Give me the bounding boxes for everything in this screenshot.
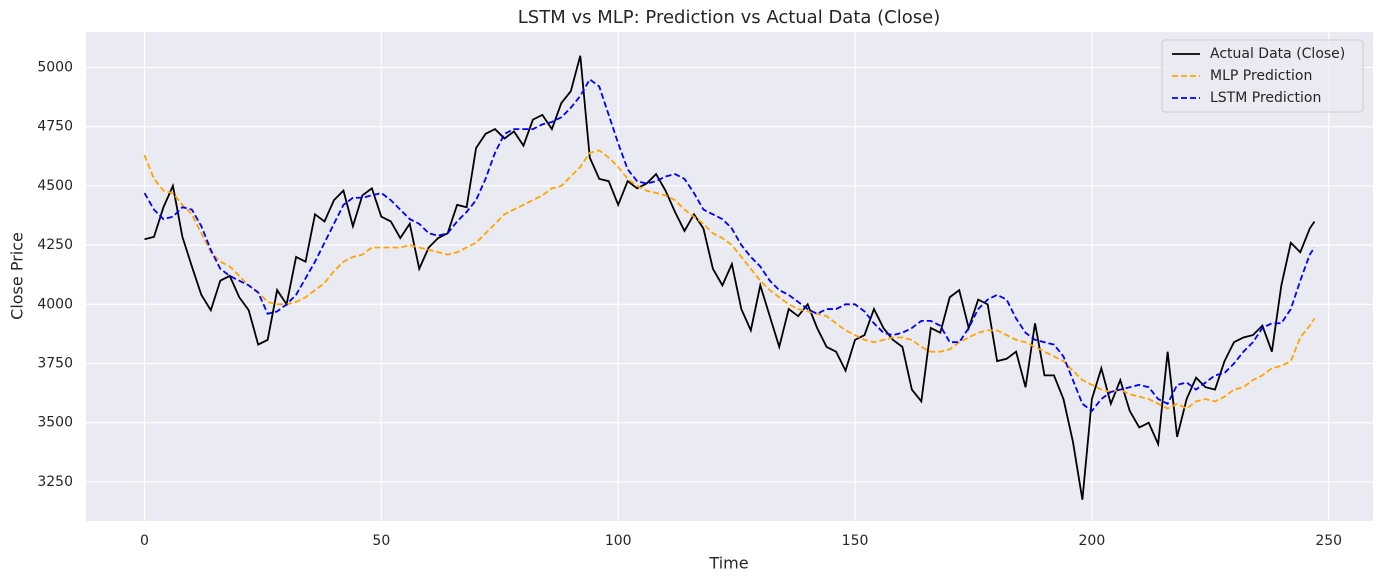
series-line xyxy=(143,149,1316,410)
chart-title: LSTM vs MLP: Prediction vs Actual Data (… xyxy=(518,7,940,28)
y-tick-label: 4250 xyxy=(37,237,73,253)
x-tick-label: 150 xyxy=(842,533,869,549)
y-tick-label: 3750 xyxy=(37,356,73,372)
y-tick-label: 3250 xyxy=(37,474,73,490)
legend-label: Actual Data (Close) xyxy=(1210,46,1345,62)
x-tick-label: 0 xyxy=(140,533,149,549)
x-tick-label: 50 xyxy=(372,533,390,549)
y-tick-label: 4000 xyxy=(37,296,73,312)
y-tick-label: 3500 xyxy=(37,415,73,431)
x-axis-label: Time xyxy=(708,554,748,573)
x-tick-label: 100 xyxy=(605,533,632,549)
x-tick-label: 200 xyxy=(1079,533,1106,549)
legend-label: MLP Prediction xyxy=(1210,68,1312,84)
y-tick-label: 4750 xyxy=(37,119,73,135)
y-tick-label: 4500 xyxy=(37,178,73,194)
series-line xyxy=(143,78,1316,413)
legend-box xyxy=(1161,39,1364,113)
legend-label: LSTM Prediction xyxy=(1210,90,1321,106)
y-axis-label: Close Price xyxy=(8,232,27,320)
y-tick-label: 5000 xyxy=(37,60,73,76)
x-tick-label: 250 xyxy=(1315,533,1342,549)
